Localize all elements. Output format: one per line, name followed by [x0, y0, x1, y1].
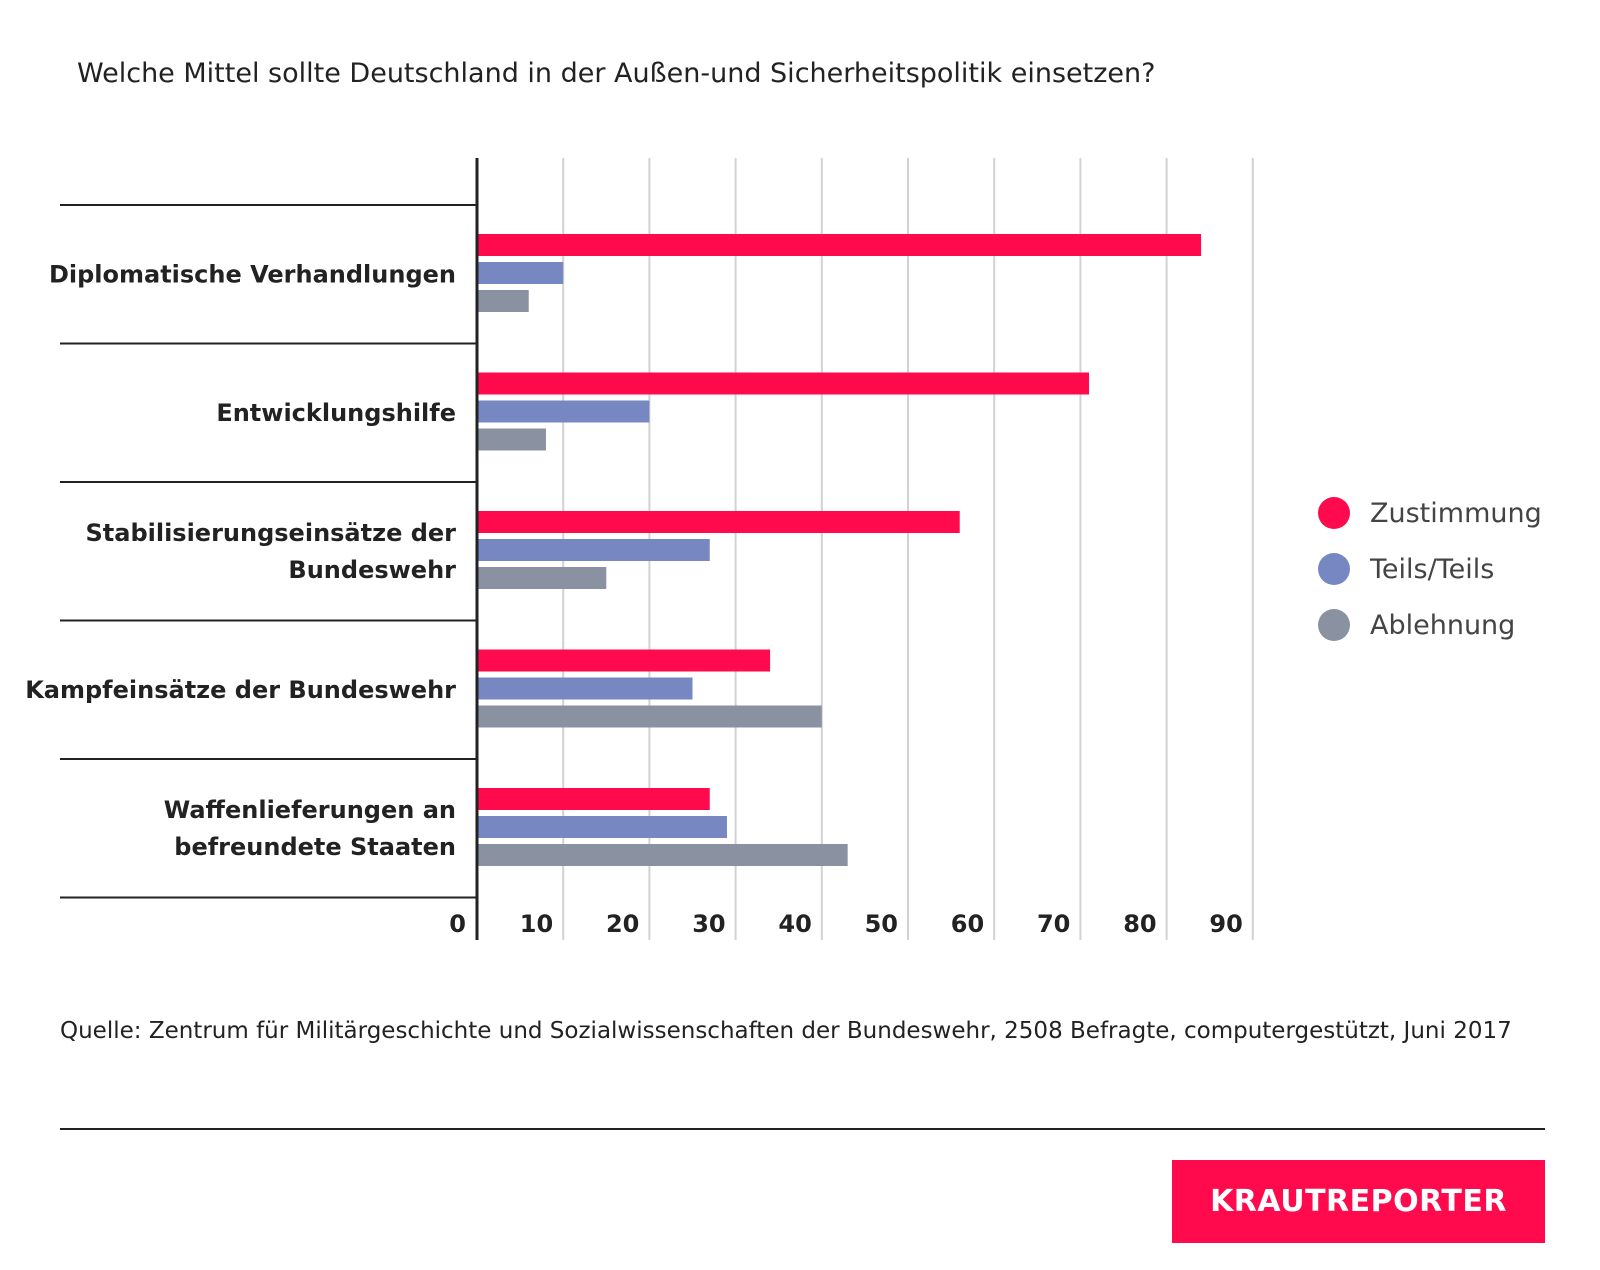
- category-label: Kampfeinsätze der Bundeswehr: [25, 676, 456, 704]
- bar-ablehnung-4: [477, 844, 848, 866]
- category-labels: Diplomatische Verhandlungen Entwicklungsh…: [25, 260, 456, 861]
- krautreporter-logo: KRAUTREPORTER: [1172, 1160, 1545, 1243]
- x-tick-label-70: 70: [1037, 910, 1070, 938]
- legend-label-ablehnung: Ablehnung: [1370, 609, 1516, 641]
- legend-swatch-zustimmung: [1318, 497, 1350, 529]
- category-label-line: Entwicklungshilfe: [216, 399, 456, 427]
- bars: [477, 234, 1202, 866]
- bar-zustimmung-1: [477, 372, 1090, 395]
- x-tick-label-10: 10: [520, 910, 553, 938]
- bar-teilsteils-1: [477, 400, 650, 423]
- x-tick-labels: 0 10 20 30 40 50 60 70 80 90: [449, 910, 1243, 938]
- bar-ablehnung-0: [477, 290, 529, 312]
- x-tick-label-20: 20: [606, 910, 639, 938]
- category-label: Waffenlieferungen an befreundete Staaten: [164, 796, 456, 861]
- x-tick-label-50: 50: [865, 910, 898, 938]
- category-label-line: Bundeswehr: [288, 556, 456, 584]
- footer-divider: [60, 1128, 1545, 1130]
- bar-ablehnung-1: [477, 428, 546, 451]
- category-label-line: Kampfeinsätze der Bundeswehr: [25, 676, 456, 704]
- bar-ablehnung-3: [477, 705, 822, 728]
- category-label-line: Stabilisierungseinsätze der: [85, 519, 456, 547]
- x-tick-label-30: 30: [692, 910, 725, 938]
- x-tick-label-60: 60: [951, 910, 984, 938]
- category-label-line: Diplomatische Verhandlungen: [49, 260, 456, 288]
- legend-swatch-teils: [1318, 553, 1350, 585]
- bar-teilsteils-2: [477, 539, 710, 561]
- category-label: Diplomatische Verhandlungen: [49, 260, 456, 288]
- bar-teilsteils-3: [477, 677, 693, 700]
- source-note: Quelle: Zentrum für Militärgeschichte un…: [60, 1018, 1512, 1044]
- legend-item-teils: Teils/Teils: [1318, 541, 1542, 597]
- x-tick-label-0: 0: [449, 910, 466, 938]
- bar-zustimmung-4: [477, 788, 710, 810]
- category-label-line: Waffenlieferungen an: [164, 796, 456, 824]
- legend: Zustimmung Teils/Teils Ablehnung: [1318, 485, 1542, 653]
- legend-label-zustimmung: Zustimmung: [1370, 497, 1542, 529]
- category-label-line: befreundete Staaten: [174, 833, 456, 861]
- bar-zustimmung-0: [477, 234, 1202, 256]
- bar-ablehnung-2: [477, 567, 607, 589]
- category-label: Entwicklungshilfe: [216, 399, 456, 427]
- legend-item-zustimmung: Zustimmung: [1318, 485, 1542, 541]
- category-label: Stabilisierungseinsätze der Bundeswehr: [85, 519, 456, 584]
- bar-teilsteils-4: [477, 816, 727, 838]
- bar-zustimmung-2: [477, 511, 960, 533]
- category-separators: [60, 204, 477, 899]
- bar-teilsteils-0: [477, 262, 564, 284]
- x-tick-label-80: 80: [1123, 910, 1156, 938]
- legend-item-ablehnung: Ablehnung: [1318, 597, 1542, 653]
- legend-label-teils: Teils/Teils: [1370, 553, 1495, 585]
- bar-zustimmung-3: [477, 649, 771, 672]
- x-tick-label-90: 90: [1209, 910, 1242, 938]
- legend-swatch-ablehnung: [1318, 609, 1350, 641]
- x-tick-label-40: 40: [778, 910, 811, 938]
- chart-title: Welche Mittel sollte Deutschland in der …: [77, 58, 1156, 89]
- bar-chart: Diplomatische Verhandlungen Entwicklungsh…: [25, 158, 1254, 940]
